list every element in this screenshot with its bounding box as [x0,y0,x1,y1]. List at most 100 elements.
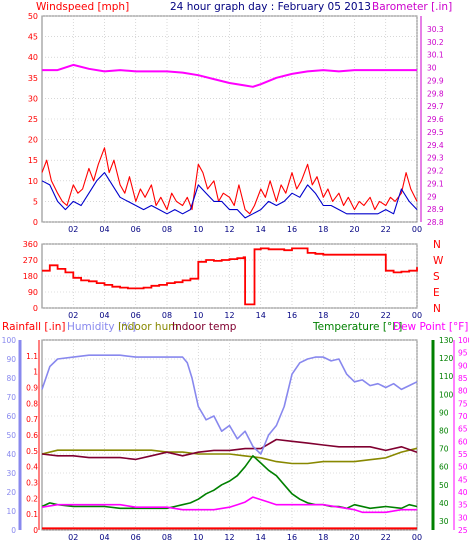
wind-x-tick-label: 08 [162,225,172,234]
dewpoint-y-tick-label: 65 [458,425,468,434]
humidity-y-tick-label: 100 [2,336,17,345]
wind-x-tick-label: 16 [287,225,297,234]
direction-y-tick-label: 180 [23,272,38,281]
climate-x-tick-label: 02 [68,533,78,542]
baro-y-tick-label: 29.2 [427,167,444,176]
wind-x-tick-label: 18 [318,225,328,234]
rain-y-tick-label: 0.8 [26,399,38,408]
rain-y-tick-label: 0.4 [26,463,38,472]
climate-x-tick-label: 04 [99,533,109,542]
baro-y-tick-label: 30.2 [427,38,444,47]
baro-y-tick-label: 29 [427,192,437,201]
wind-x-tick-label: 06 [131,225,141,234]
rain-y-tick-label: 0.3 [26,479,38,488]
direction-x-tick-label: 20 [349,311,359,320]
chart-panels: 02 04 06 08 10 12 14 16 18 20 22 000510152025303540… [2,12,469,542]
rain-y-tick-label: 1 [33,368,38,377]
rain-y-tick-label: 0.2 [26,494,38,503]
wind-y-tick-label: 15 [28,156,38,165]
rain-y-tick-label: 1.1 [26,352,38,361]
humidity-y-tick-label: 30 [6,469,16,478]
indoor-temp-line [41,438,418,461]
rain-y-tick-label: 0.7 [26,415,38,424]
compass-label: W [433,255,444,267]
compass-label: N [433,239,441,251]
direction-x-tick-label: 22 [381,311,391,320]
wind-x-tick-label: 00 [412,225,422,234]
dewpoint-y-tick-label: 25 [458,526,468,535]
wind-x-tick-label: 22 [381,225,391,234]
direction-x-tick-label: 06 [131,311,141,320]
climate-x-tick-label: 10 [193,533,203,542]
humidity-y-tick-label: 40 [6,450,16,459]
wind-x-tick-label: 10 [193,225,203,234]
climate-x-tick-label: 06 [131,533,141,542]
wind-y-tick-label: 10 [28,177,38,186]
dewpoint-y-tick-label: 80 [458,387,468,396]
baro-y-tick-label: 30 [427,64,437,73]
direction-x-tick-label: 18 [318,311,328,320]
climate-x-tick-label: 16 [287,533,297,542]
wind-axis-title: Windspeed [mph] [36,1,129,13]
climate-x-tick-label: 12 [224,533,234,542]
baro-y-tick-label: 29.5 [427,128,444,137]
baro-y-tick-label: 28.8 [427,218,444,227]
baro-y-tick-label: 29.1 [427,179,444,188]
direction-y-tick-label: 90 [28,288,38,297]
dewpoint-y-tick-label: 55 [458,450,468,459]
dewpoint-y-tick-label: 40 [458,488,468,497]
direction-x-tick-label: 14 [256,311,266,320]
baro-y-tick-label: 29.4 [427,141,444,150]
wind-x-tick-label: 04 [99,225,109,234]
wind-x-tick-label: 14 [256,225,266,234]
dewpoint-y-tick-label: 50 [458,463,468,472]
compass-label: E [433,287,440,299]
temperature-y-tick-label: 80 [439,426,449,435]
wind-y-tick-label: 50 [28,12,38,21]
humidity-y-tick-label: 60 [6,412,16,421]
compass-label: S [433,271,440,283]
temperature-y-tick-label: 100 [439,390,454,399]
temperature-y-tick-label: 30 [439,517,449,526]
wind-y-tick-label: 20 [28,136,38,145]
wind-y-tick-label: 35 [28,74,38,83]
humidity-y-tick-label: 20 [6,488,16,497]
barometer-line [42,63,417,88]
humidity-y-tick-label: 0 [11,526,16,535]
humidity-line [41,354,418,455]
humidity-y-tick-label: 80 [6,374,16,383]
dewpoint-y-tick-label: 95 [458,349,468,358]
dewpoint-y-tick-label: 30 [458,513,468,522]
climate-x-tick-label: 14 [256,533,266,542]
wind-y-tick-label: 40 [28,53,38,62]
legend-indoor-temp: Indoor temp [172,321,237,333]
baro-y-tick-label: 28.9 [427,205,444,214]
rain-y-tick-label: 0.6 [26,431,38,440]
humidity-y-tick-label: 70 [6,393,16,402]
direction-y-tick-label: 360 [23,240,38,249]
legend-humidity: Humidity [%] [67,321,136,333]
climate-x-tick-label: 20 [349,533,359,542]
baro-axis-title: Barometer [.in] [372,1,452,13]
dewpoint-line [41,496,417,514]
baro-y-tick-label: 29.9 [427,76,444,85]
temperature-y-tick-label: 50 [439,481,449,490]
wind-y-tick-label: 0 [33,218,38,227]
legend-rainfall: Rainfall [.in] [2,321,65,333]
wind-y-tick-label: 25 [28,115,38,124]
wind-y-tick-label: 5 [33,197,38,206]
wind-direction-line [42,247,418,306]
direction-x-tick-label: 16 [287,311,297,320]
direction-x-tick-label: 08 [162,311,172,320]
rain-y-tick-label: 0.9 [26,384,38,393]
wind-gust-line [41,147,418,215]
direction-x-tick-label: 02 [68,311,78,320]
baro-y-tick-label: 29.8 [427,89,444,98]
legend-temperature: Temperature [°F] [312,321,402,333]
temperature-y-tick-label: 60 [439,463,449,472]
temperature-y-tick-label: 70 [439,445,449,454]
temperature-y-tick-label: 90 [439,408,449,417]
rain-y-tick-label: 0 [33,526,38,535]
